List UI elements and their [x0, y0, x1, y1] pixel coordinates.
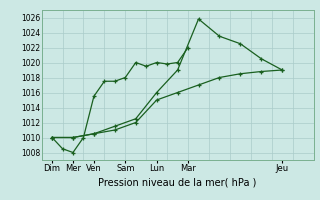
X-axis label: Pression niveau de la mer( hPa ): Pression niveau de la mer( hPa )	[99, 177, 257, 187]
